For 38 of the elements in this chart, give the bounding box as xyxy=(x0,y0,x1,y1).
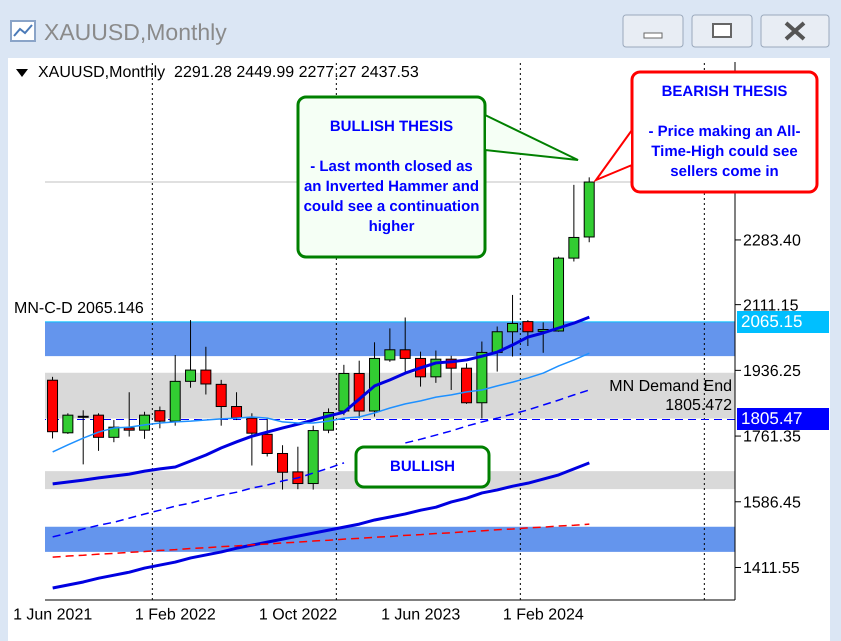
line-series xyxy=(51,316,591,486)
candlestick xyxy=(185,320,196,388)
ref-line-label: MN Demand End 1805.472 xyxy=(608,377,732,416)
candlestick xyxy=(292,446,304,490)
candlestick xyxy=(93,412,104,452)
line-series xyxy=(52,523,590,558)
x-tick-label: 1 Oct 2022 xyxy=(258,606,338,624)
candlestick xyxy=(200,346,212,395)
candlestick xyxy=(568,184,580,262)
y-tick-label: 1936.25 xyxy=(743,363,801,380)
text: 1805.47 xyxy=(737,408,829,430)
ref-line-label: MN-C-D 2065.146 xyxy=(14,298,145,318)
candlestick xyxy=(246,412,258,466)
y-tick-label: 1761.35 xyxy=(743,428,801,446)
y-tick-label: 1411.55 xyxy=(743,560,800,578)
candlestick xyxy=(216,379,227,426)
candlestick xyxy=(231,392,242,421)
line-series xyxy=(51,461,591,590)
y-tick-label: 2283.40 xyxy=(743,232,801,250)
candlestick xyxy=(400,316,411,372)
x-tick-label: 1 Jun 2023 xyxy=(381,606,460,624)
candlestick xyxy=(78,410,89,465)
chart-title: XAUUSD,Monthly xyxy=(44,19,227,46)
candlestick xyxy=(139,411,150,440)
candlestick xyxy=(384,328,396,362)
line-series xyxy=(52,352,590,453)
x-tick-label: 1 Feb 2024 xyxy=(502,606,584,624)
candlestick xyxy=(507,294,518,358)
text: BULLISH THESIS - Last month closed as an Inverted Hammer and could see a continuation higher xyxy=(304,118,480,235)
x-tick-label: 1 Feb 2022 xyxy=(134,606,216,624)
candlestick xyxy=(262,417,273,457)
candlestick xyxy=(62,412,74,434)
text: BEARISH THESIS - Price making an All-Time-High could see sellers come in xyxy=(648,83,800,180)
x-tick-label: 1 Jun 2021 xyxy=(13,606,92,624)
candlestick xyxy=(277,444,288,490)
text: 2065.15 xyxy=(737,310,829,333)
y-tick-label: 1586.45 xyxy=(743,494,801,512)
chart-subtitle: XAUUSD,Monthly 2291.28 2449.99 2277.27 2437.53 xyxy=(38,64,419,82)
